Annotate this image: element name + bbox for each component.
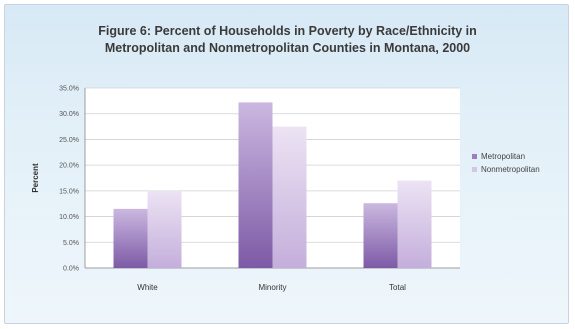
bar-nonmetropolitan-white bbox=[147, 190, 182, 268]
chart-title: Figure 6: Percent of Households in Pover… bbox=[35, 23, 540, 57]
y-tick-label: 5.0% bbox=[63, 240, 79, 247]
y-tick-label: 15.0% bbox=[59, 188, 79, 195]
x-tick-label: White bbox=[137, 283, 158, 292]
x-tick-label: Total bbox=[389, 283, 406, 292]
y-tick-label: 30.0% bbox=[59, 111, 79, 118]
bar-nonmetropolitan-minority bbox=[272, 126, 307, 268]
y-tick-label: 10.0% bbox=[59, 214, 79, 221]
legend-label: Metropolitan bbox=[481, 152, 525, 161]
bar-metropolitan-white bbox=[113, 208, 148, 268]
bar-metropolitan-minority bbox=[238, 102, 273, 269]
y-tick-label: 20.0% bbox=[59, 163, 79, 170]
chart-title-line-1: Figure 6: Percent of Households in Pover… bbox=[98, 24, 477, 38]
chart-title-line-2: Metropolitan and Nonmetropolitan Countie… bbox=[104, 41, 471, 55]
y-tick-label: 35.0% bbox=[59, 86, 79, 93]
x-tick-label: Minority bbox=[258, 283, 286, 292]
legend-swatch bbox=[472, 167, 477, 172]
bar-metropolitan-total bbox=[363, 203, 398, 268]
y-axis-label: Percent bbox=[31, 163, 40, 193]
bar-nonmetropolitan-total bbox=[397, 180, 432, 268]
y-tick-label: 0.0% bbox=[63, 266, 79, 273]
y-tick-label: 25.0% bbox=[59, 137, 79, 144]
legend-label: Nonmetropolitan bbox=[481, 165, 540, 174]
legend-swatch bbox=[472, 154, 477, 159]
